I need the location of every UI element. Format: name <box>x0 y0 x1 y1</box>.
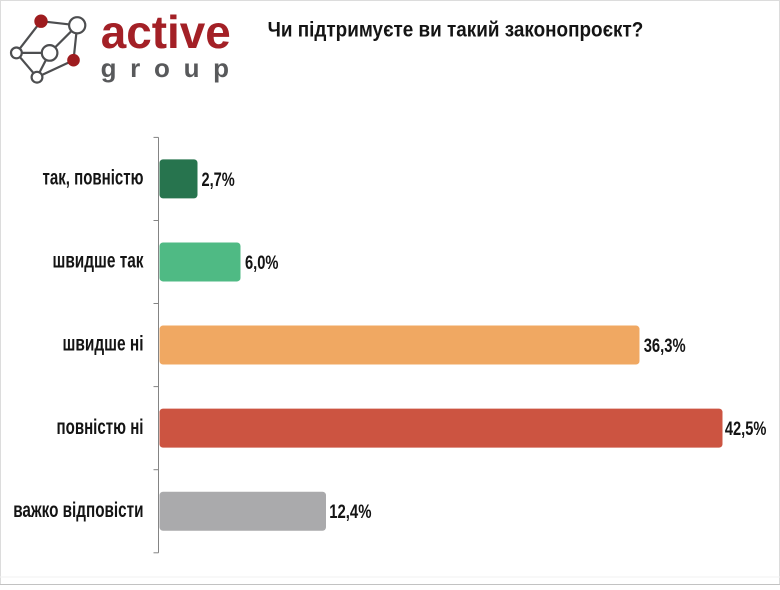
svg-text:так, повністю: так, повністю <box>43 166 144 190</box>
svg-text:group: group <box>101 53 243 83</box>
svg-text:36,3%: 36,3% <box>644 335 686 357</box>
svg-text:42,5%: 42,5% <box>725 418 767 440</box>
svg-text:швидше ні: швидше ні <box>63 332 144 356</box>
svg-text:Чи підтримуєте ви такий законо: Чи підтримуєте ви такий законопроєкт? <box>268 18 644 42</box>
svg-text:2,7%: 2,7% <box>202 169 235 191</box>
svg-text:повністю ні: повністю ні <box>57 415 144 439</box>
svg-text:6,0%: 6,0% <box>245 252 279 274</box>
svg-text:12,4%: 12,4% <box>329 501 371 523</box>
svg-text:active: active <box>101 6 231 58</box>
svg-text:важко відповісти: важко відповісти <box>13 498 143 522</box>
svg-text:швидше так: швидше так <box>53 249 144 273</box>
